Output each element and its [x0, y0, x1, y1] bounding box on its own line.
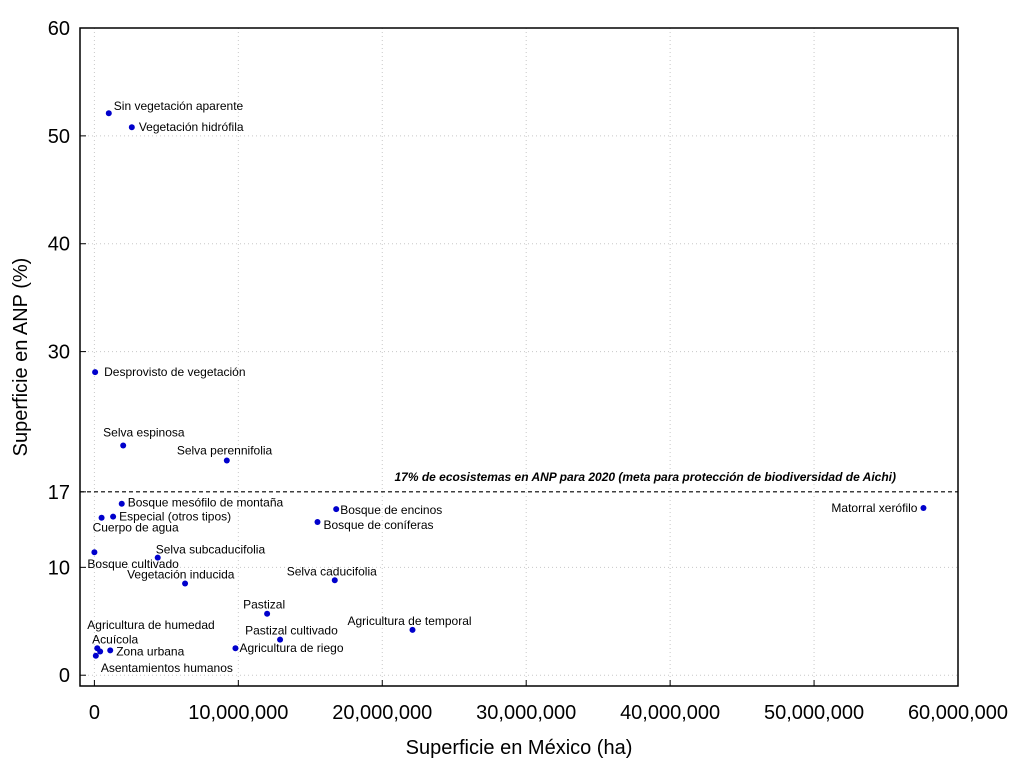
data-point: [92, 369, 99, 376]
data-point-label: Selva perennifolia: [177, 444, 273, 458]
y-tick-label: 30: [48, 342, 70, 364]
data-point-label: Pastizal: [243, 598, 285, 612]
data-point-label: Agricultura de riego: [239, 641, 343, 655]
data-point-label: Bosque de coníferas: [323, 518, 433, 532]
x-tick-label: 30,000,000: [476, 702, 576, 724]
x-tick-label: 40,000,000: [620, 702, 720, 724]
y-tick-label: 10: [48, 557, 70, 579]
y-tick-label: 50: [48, 126, 70, 148]
data-point-label: Agricultura de humedad: [87, 618, 214, 632]
data-point: [264, 610, 271, 617]
data-point-label: Cuerpo de agua: [93, 521, 179, 535]
x-tick-label: 60,000,000: [908, 702, 1008, 724]
data-point-label: Desprovisto de vegetación: [104, 365, 245, 379]
y-tick-label: 40: [48, 234, 70, 256]
data-point: [277, 636, 284, 643]
data-points: [91, 110, 927, 659]
data-point: [182, 580, 189, 587]
data-point: [920, 505, 927, 512]
x-tick-label: 20,000,000: [332, 702, 432, 724]
data-point: [331, 577, 338, 584]
data-point: [118, 500, 125, 507]
data-point-label: Selva caducifolia: [287, 564, 377, 578]
data-point-label: Selva espinosa: [103, 425, 185, 439]
data-point-label: Sin vegetación aparente: [114, 99, 244, 113]
data-point-label: Pastizal cultivado: [245, 624, 338, 638]
x-tick-label: 50,000,000: [764, 702, 864, 724]
data-point: [409, 626, 416, 633]
data-point-label: Zona urbana: [116, 644, 184, 658]
data-point: [92, 652, 99, 659]
data-point: [232, 645, 239, 652]
data-point: [107, 647, 114, 654]
data-point-label: Selva subcaducifolia: [156, 543, 266, 557]
reference-line-group: 17% de ecosistemas en ANP para 2020 (met…: [80, 470, 958, 493]
data-point-label: Asentamientos humanos: [101, 661, 233, 675]
data-point-label: Especial (otros tipos): [119, 510, 231, 524]
y-axis-title: Superficie en ANP (%): [10, 258, 32, 457]
y-tick-label: 0: [59, 665, 70, 687]
plot-frame: [79, 27, 959, 687]
data-point: [120, 442, 127, 449]
data-point: [97, 648, 104, 655]
reference-line-label: 17% de ecosistemas en ANP para 2020 (met…: [394, 470, 896, 484]
data-point: [128, 124, 135, 131]
x-tick-label: 10,000,000: [188, 702, 288, 724]
data-point: [105, 110, 112, 117]
y-tick-label: 17: [48, 482, 70, 504]
data-point: [223, 457, 230, 464]
y-axis-ticks: 0 10 17 30 40 50 60: [48, 18, 86, 687]
x-axis-title: Superficie en México (ha): [406, 737, 633, 759]
data-point: [333, 506, 340, 513]
data-point-label: Matorral xerófilo: [831, 501, 917, 515]
data-point: [314, 519, 321, 526]
data-point: [110, 513, 117, 520]
data-point-label: Vegetación hidrófila: [139, 120, 244, 134]
data-point: [91, 549, 98, 556]
x-tick-label: 0: [89, 702, 100, 724]
data-point-label: Bosque mesófilo de montaña: [128, 496, 284, 510]
x-axis-ticks: 0 10,000,000 20,000,000 30,000,000 40,000,00…: [89, 680, 1008, 724]
data-point-label: Acuícola: [92, 632, 138, 646]
data-point-label: Bosque de encinos: [340, 503, 442, 517]
data-point-labels: Sin vegetación aparente Vegetación hidróf…: [87, 99, 918, 675]
data-point-label: Vegetación inducida: [127, 568, 235, 582]
data-point-label: Bosque cultivado: [87, 557, 179, 571]
y-tick-label: 60: [48, 18, 70, 40]
data-point: [154, 554, 161, 561]
data-point: [98, 514, 105, 521]
data-point-label: Agricultura de temporal: [347, 614, 471, 628]
